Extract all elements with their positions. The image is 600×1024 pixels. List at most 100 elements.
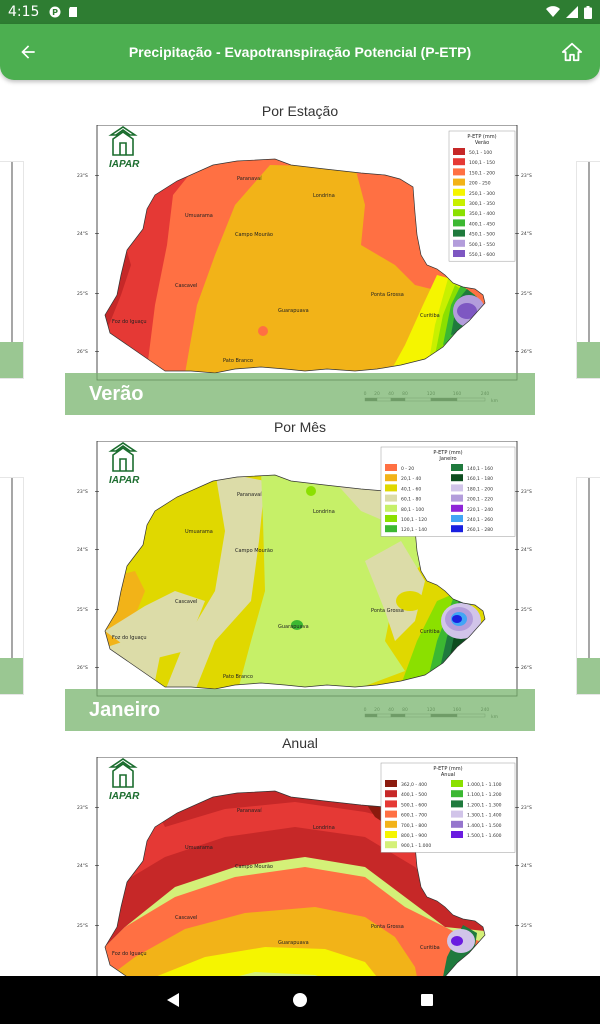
city-label: Ponta Grossa xyxy=(371,924,404,930)
nav-home-button[interactable] xyxy=(276,976,324,1024)
legend-label: 0 - 20 xyxy=(401,466,414,472)
legend-swatch xyxy=(385,474,397,482)
arrow-left-icon xyxy=(21,45,35,59)
map-image: IAPAR 23°S 23°S 24°S 24°S 25°S 25°S 26°S 26°S Par… xyxy=(77,441,532,720)
card-caption: Verão xyxy=(65,373,535,415)
legend-label: 1.500,1 - 1.600 xyxy=(467,833,502,839)
legend-label: 550,1 - 600 xyxy=(469,252,495,258)
legend-swatch xyxy=(451,790,463,798)
legend-swatch xyxy=(453,199,465,206)
legend-swatch xyxy=(453,229,465,237)
legend-swatch xyxy=(451,494,463,502)
lat-label: 26°S xyxy=(77,665,88,671)
legend-label: 500,1 - 550 xyxy=(469,242,495,248)
app-bar: Precipitação - Evapotranspiração Potenci… xyxy=(0,24,600,80)
city-label: Londrina xyxy=(313,825,335,831)
legend-swatch xyxy=(385,494,397,502)
carousel-mes[interactable]: IAPAR 23°S 23°S 24°S 24°S 25°S 25°S 26°S 26°S Par… xyxy=(0,441,600,731)
legend-label: 400,1 - 500 xyxy=(401,792,427,798)
city-label: Ponta Grossa xyxy=(371,608,404,614)
legend-swatch xyxy=(451,525,463,533)
legend-label: 50,1 - 100 xyxy=(469,150,492,156)
legend-swatch xyxy=(385,831,397,838)
back-button[interactable] xyxy=(0,24,56,80)
legend-label: 500,1 - 600 xyxy=(401,802,427,808)
caption-text: Janeiro xyxy=(89,698,161,721)
legend-subtitle: Anual xyxy=(441,772,455,778)
signal-icon xyxy=(566,6,578,18)
legend-swatch xyxy=(385,810,397,818)
home-icon xyxy=(561,42,583,62)
home-button[interactable] xyxy=(544,24,600,80)
nav-recents-button[interactable] xyxy=(403,976,451,1024)
legend-label: 250,1 - 300 xyxy=(469,191,495,197)
city-label: Campo Mourão xyxy=(235,232,273,238)
city-label: Pato Branco xyxy=(223,358,253,364)
system-nav-bar xyxy=(0,976,600,1024)
lat-label: 26°S xyxy=(77,349,88,355)
city-label: Cascavel xyxy=(175,599,197,605)
lat-label: 25°S xyxy=(521,607,532,613)
next-card-peek[interactable] xyxy=(576,161,600,379)
legend-label: 600,1 - 700 xyxy=(401,813,427,819)
city-label: Foz do Iguaçu xyxy=(112,319,147,325)
legend-swatch xyxy=(451,820,463,828)
city-label: Guarapuava xyxy=(278,308,309,314)
legend-title: P-ETP (mm) xyxy=(433,450,462,456)
legend-label: 800,1 - 900 xyxy=(401,833,427,839)
sd-card-icon xyxy=(69,7,78,17)
legend-label: 160,1 - 180 xyxy=(467,476,493,482)
legend-title: P-ETP (mm) xyxy=(467,134,496,140)
legend-label: 900,1 - 1.000 xyxy=(401,843,431,849)
legend-label: 700,1 - 800 xyxy=(401,823,427,829)
legend-swatch xyxy=(385,484,397,492)
lat-label: 25°S xyxy=(77,607,88,613)
legend-label: 1.300,1 - 1.400 xyxy=(467,813,502,819)
city-label: Umuarama xyxy=(185,845,213,851)
lat-label: 25°S xyxy=(521,923,532,929)
city-label: Guarapuava xyxy=(278,624,309,630)
section-title-mes: Por Mês xyxy=(273,419,327,435)
city-label: Foz do Iguaçu xyxy=(112,951,147,957)
city-label: Umuarama xyxy=(185,529,213,535)
city-label: Paranavaí xyxy=(237,491,262,498)
legend-label: 260,1 - 280 xyxy=(467,527,493,533)
map-image: IAPAR 23°S 23°S 24°S 24°S 25°S 25°S 26°S 26°S Par… xyxy=(77,125,532,404)
legend-label: 1.100,1 - 1.200 xyxy=(467,792,502,798)
legend-label: 140,1 - 160 xyxy=(467,466,493,472)
triangle-back-icon xyxy=(167,993,180,1007)
lat-label: 24°S xyxy=(77,863,88,869)
lat-label: 26°S xyxy=(521,349,532,355)
legend-label: 120,1 - 140 xyxy=(401,527,427,533)
iapar-logo: IAPAR xyxy=(108,442,140,486)
carousel-estacao[interactable]: IAPAR 23°S 23°S 24°S 24°S 25°S 25°S 26°S 26°S Par… xyxy=(0,125,600,415)
lat-label: 24°S xyxy=(521,231,532,237)
lat-label: 24°S xyxy=(77,547,88,553)
circle-home-icon xyxy=(292,993,307,1007)
city-label: Curitiba xyxy=(420,313,440,319)
legend-label: 1.000,1 - 1.100 xyxy=(467,782,502,788)
lat-label: 23°S xyxy=(521,173,532,179)
carousel-anual[interactable]: IAPAR23°S23°S24°S24°S25°S25°S26°S26°SPar… xyxy=(0,757,600,976)
city-label: Umuarama xyxy=(185,213,213,219)
city-label: Foz do Iguaçu xyxy=(112,635,147,641)
city-label: Paranavaí xyxy=(237,807,262,814)
lat-label: 26°S xyxy=(521,665,532,671)
map-card[interactable]: IAPAR23°S23°S24°S24°S25°S25°S26°S26°SPar… xyxy=(65,757,535,976)
next-card-peek[interactable] xyxy=(576,477,600,695)
content-scroll[interactable]: Por Estação IAPAR 23°S 23°S 24°S 24°S 25°S 25°… xyxy=(0,80,600,976)
legend-swatch xyxy=(453,148,465,155)
prev-card-peek[interactable] xyxy=(0,161,24,379)
legend-swatch xyxy=(385,790,397,798)
prev-card-peek[interactable] xyxy=(0,477,24,695)
nav-back-button[interactable] xyxy=(149,976,197,1024)
lat-label: 24°S xyxy=(77,231,88,237)
card-caption: Janeiro xyxy=(65,689,535,731)
lat-label: 24°S xyxy=(521,547,532,553)
legend-label: 300,1 - 350 xyxy=(469,201,495,207)
legend-swatch xyxy=(451,810,463,818)
legend-swatch xyxy=(451,831,463,838)
legend-label: 20,1 - 40 xyxy=(401,476,421,482)
